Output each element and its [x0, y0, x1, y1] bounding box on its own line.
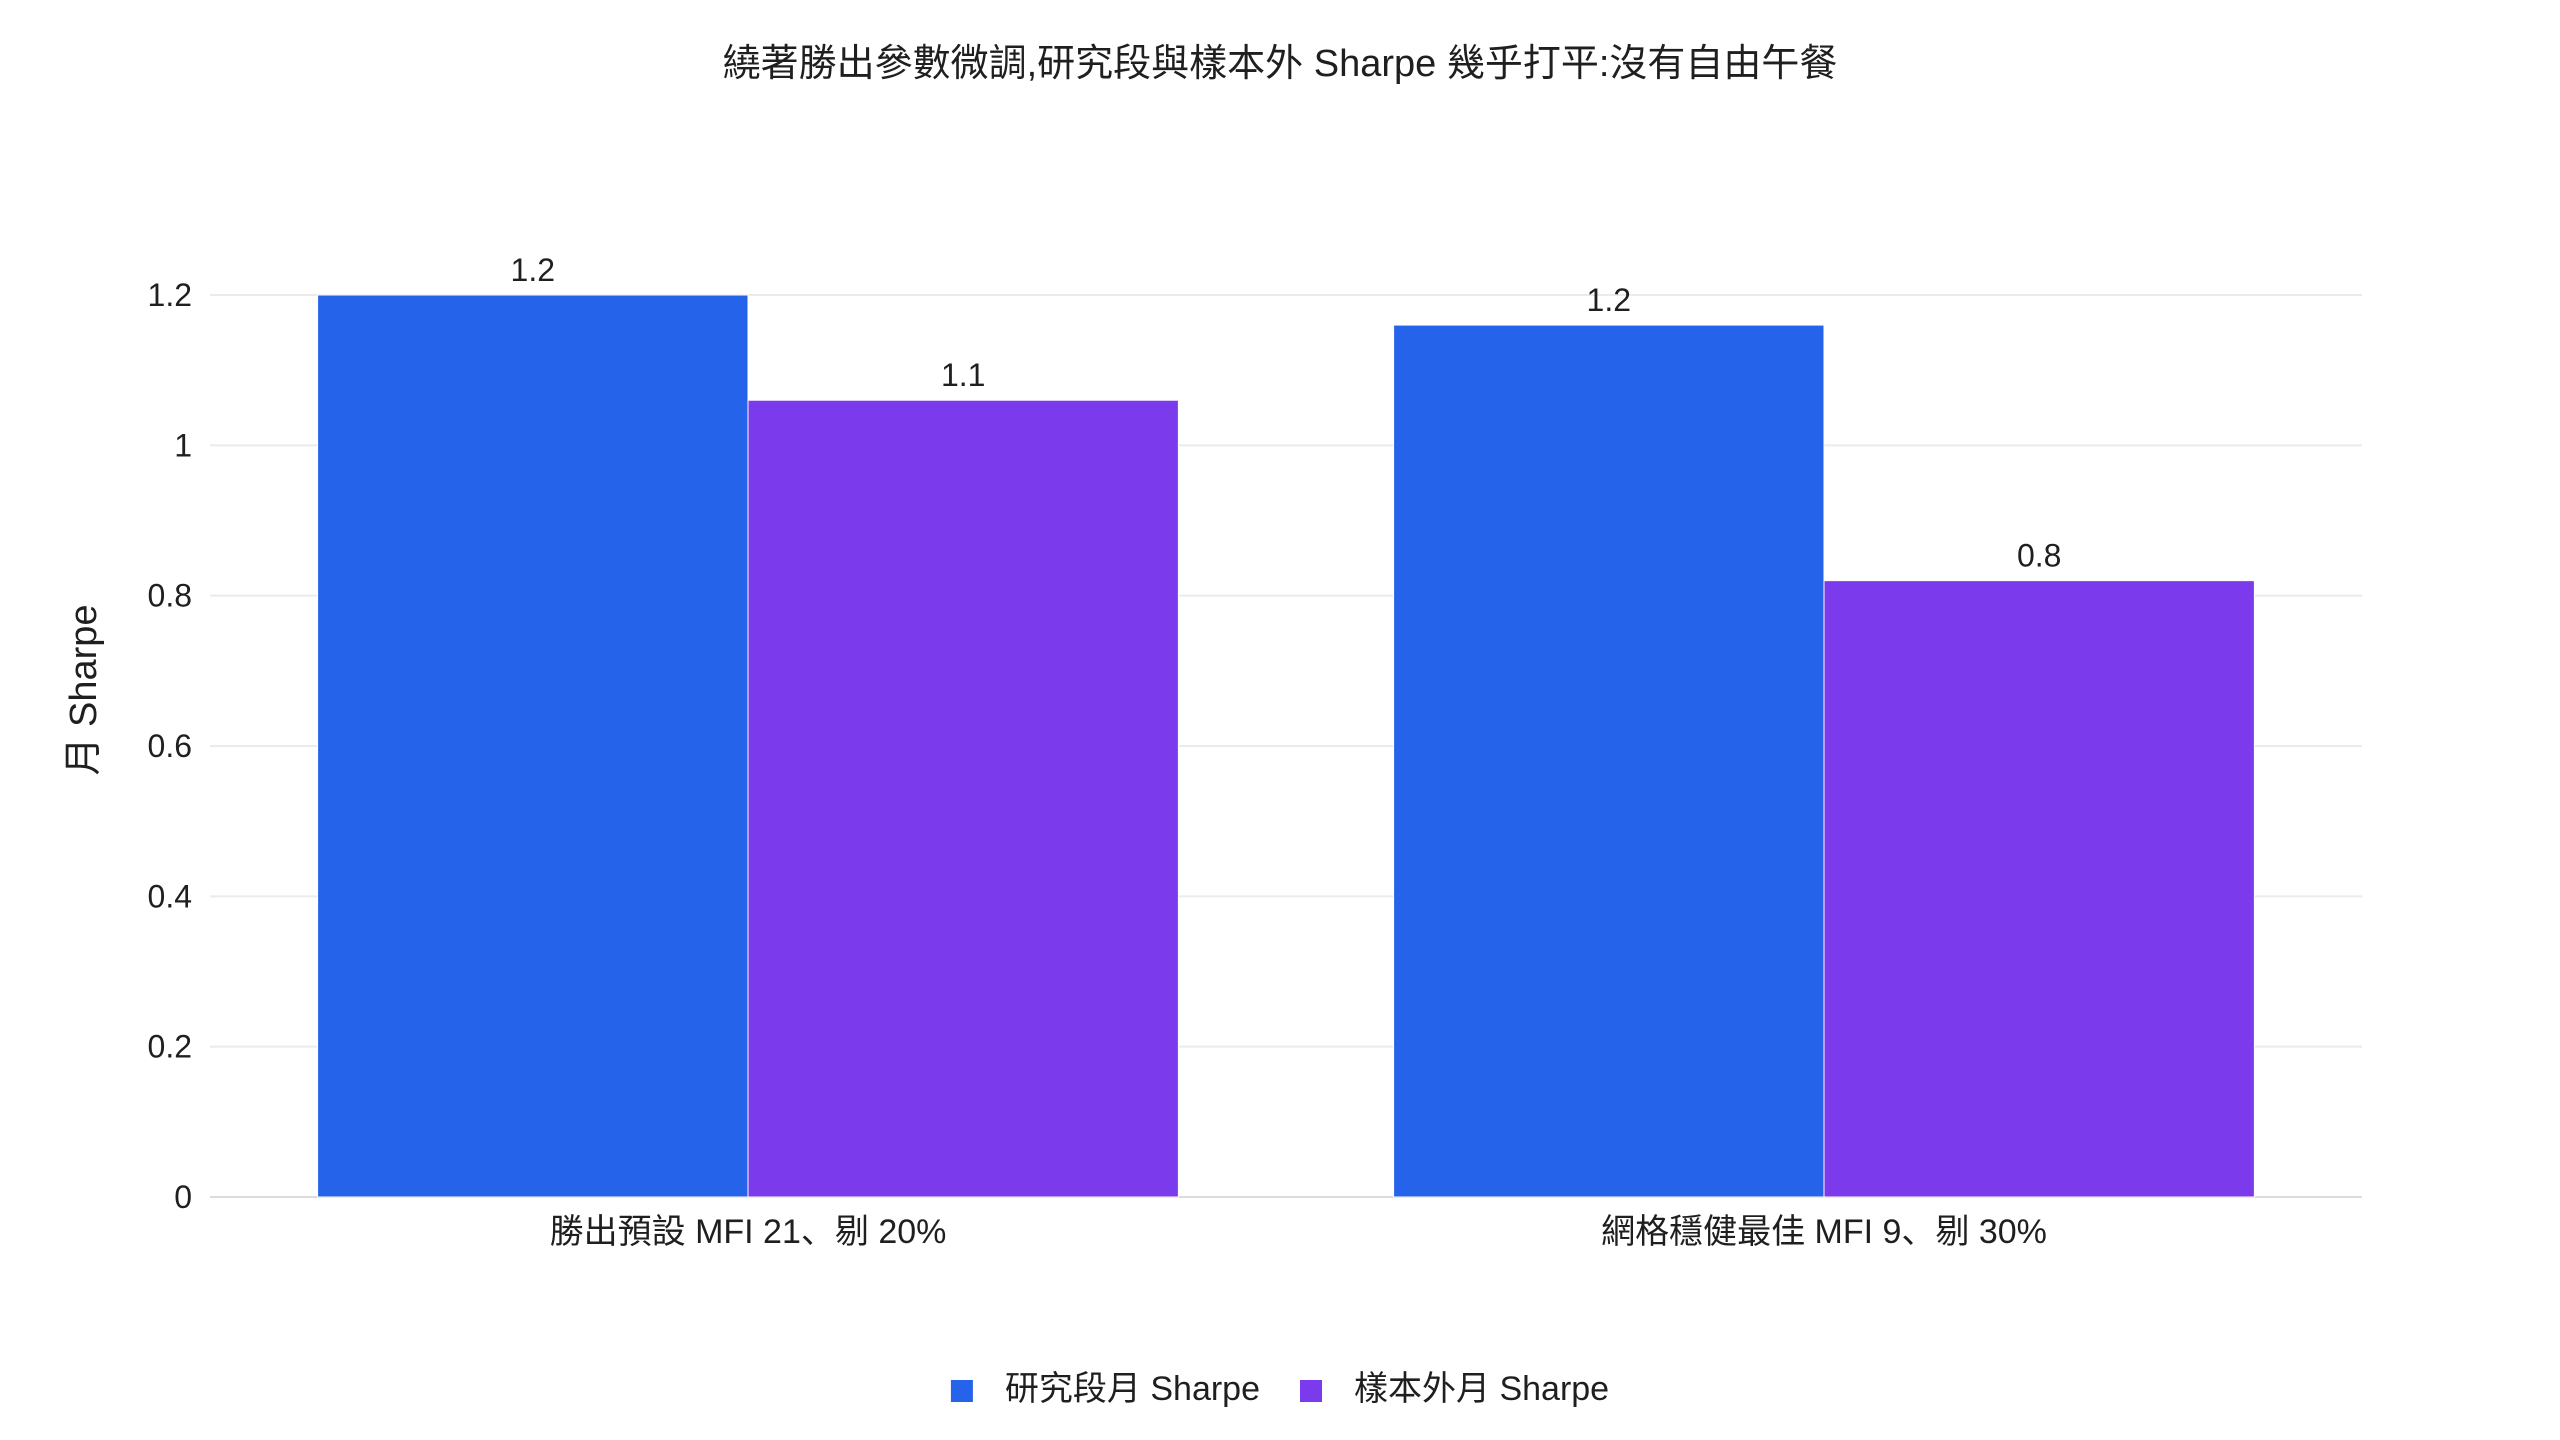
- bar: [317, 294, 749, 1198]
- y-axis-ticks: 0 0.2 0.4 0.6 0.8 1 1.2: [148, 277, 192, 1215]
- bar-value-label: 1.2: [511, 252, 555, 288]
- x-category-label: 勝出預設 MFI 21、剔 20%: [550, 1213, 947, 1251]
- bar-value-label: 0.8: [2017, 538, 2061, 574]
- bar: [1823, 580, 2255, 1198]
- legend-swatch: [950, 1380, 973, 1402]
- bar: [747, 399, 1179, 1198]
- y-tick-label: 1: [174, 427, 192, 463]
- legend-item[interactable]: 樣本外月 Sharpe: [1300, 1370, 1609, 1408]
- y-tick-label: 1.2: [148, 277, 192, 313]
- y-tick-label: 0: [174, 1179, 192, 1215]
- legend-label: 樣本外月 Sharpe: [1354, 1370, 1609, 1408]
- y-tick-label: 0.2: [148, 1029, 192, 1065]
- x-category-label: 網格穩健最佳 MFI 9、剔 30%: [1601, 1213, 2047, 1251]
- x-axis-categories: 勝出預設 MFI 21、剔 20% 網格穩健最佳 MFI 9、剔 30%: [550, 1213, 2047, 1251]
- data-labels: 1.2 1.1 1.2 0.8: [511, 252, 2062, 574]
- bar: [1393, 324, 1825, 1198]
- bar-value-label: 1.2: [1587, 282, 1631, 318]
- y-tick-label: 0.8: [148, 578, 192, 614]
- y-axis-title: 月 Sharpe: [63, 604, 105, 775]
- y-tick-label: 0.6: [148, 728, 192, 764]
- chart-title: 繞著勝出參數微調,研究段與樣本外 Sharpe 幾乎打平:沒有自由午餐: [723, 43, 1838, 85]
- legend-item[interactable]: 研究段月 Sharpe: [950, 1370, 1260, 1408]
- bars: [317, 294, 2255, 1198]
- legend: 研究段月 Sharpe 樣本外月 Sharpe: [950, 1370, 1609, 1408]
- legend-swatch: [1300, 1380, 1322, 1402]
- bar-value-label: 1.1: [941, 357, 985, 393]
- legend-label: 研究段月 Sharpe: [1005, 1370, 1260, 1408]
- y-tick-label: 0.4: [148, 878, 192, 914]
